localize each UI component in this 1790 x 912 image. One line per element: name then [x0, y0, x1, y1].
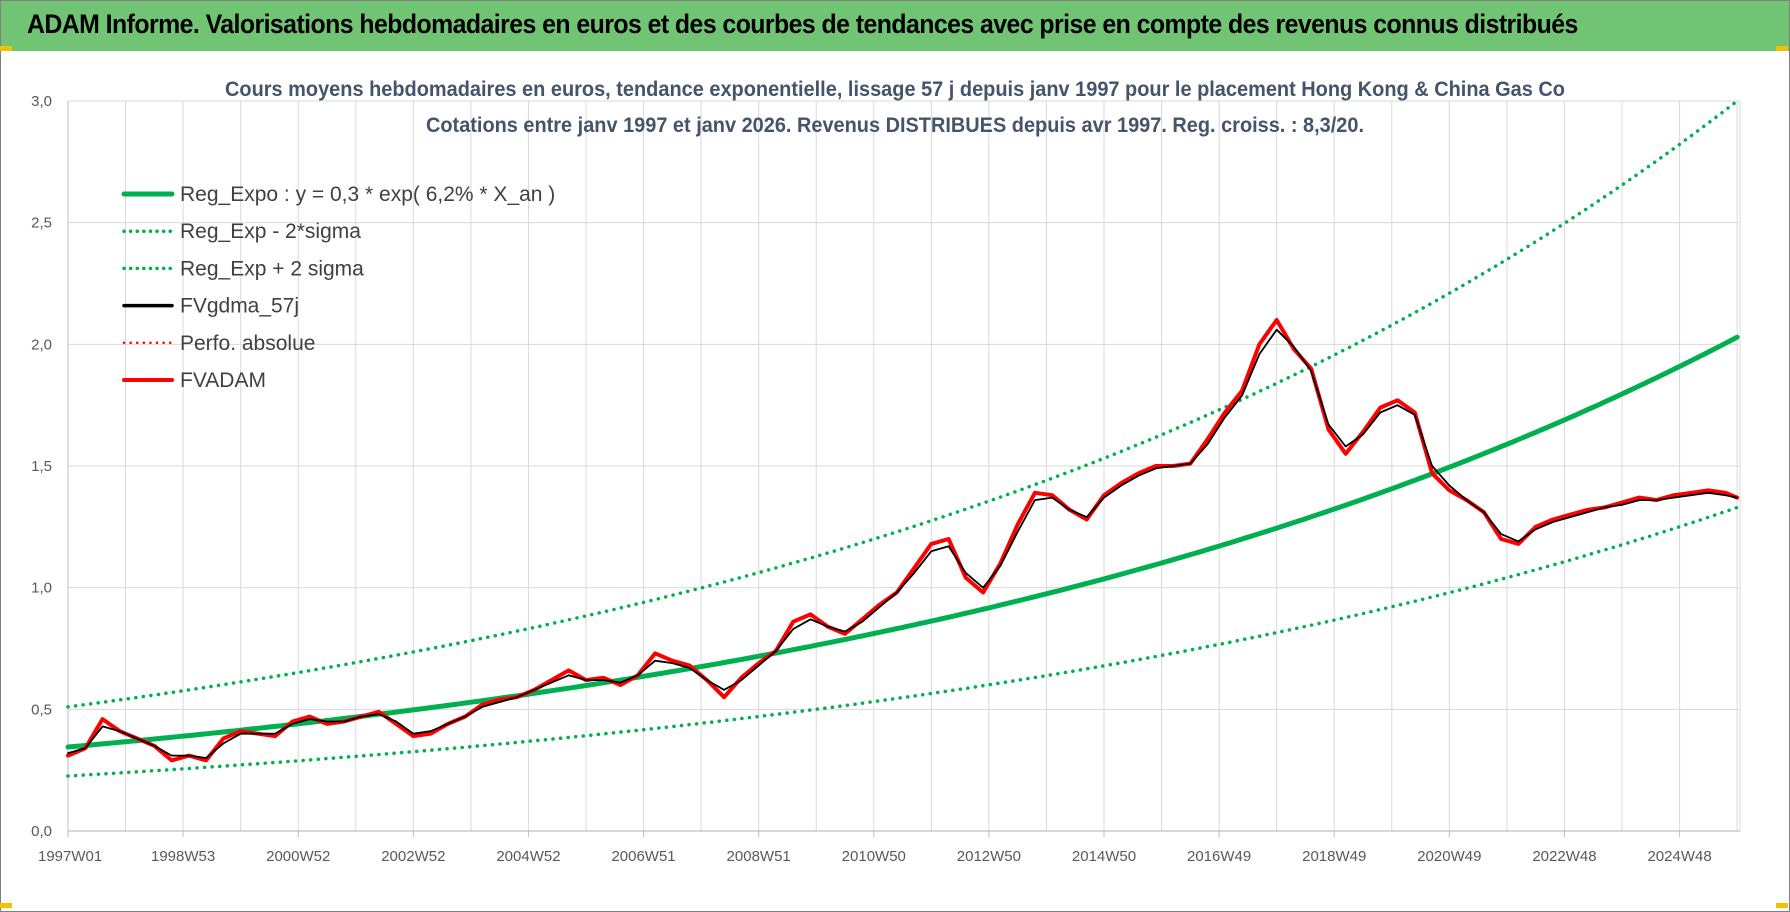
series-fvgdma-57j — [67, 328, 1738, 759]
series-reg-exp-plus-2sigma — [66, 99, 1739, 709]
x-tick-label: 2022W48 — [1532, 848, 1596, 865]
y-tick-label: 1,5 — [31, 458, 52, 475]
y-tick-label: 0,5 — [31, 701, 52, 718]
grid-lines — [68, 100, 1741, 831]
y-tick-label: 3,0 — [31, 93, 52, 110]
x-tick-label: 2006W51 — [611, 848, 675, 865]
corner-accent-bottom-left — [0, 903, 12, 908]
axes — [67, 101, 1740, 832]
y-tick-label: 2,5 — [31, 215, 52, 232]
x-tick-label: 2010W50 — [842, 848, 906, 865]
x-tick-label: 2008W51 — [727, 848, 791, 865]
y-tick-label: 2,0 — [31, 336, 52, 353]
series-fvadam — [66, 318, 1740, 763]
x-tick-label: 2024W48 — [1647, 848, 1711, 865]
x-tick-label: 1998W53 — [151, 848, 215, 865]
legend-label: Perfo. absolue — [180, 332, 315, 355]
legend-label: Reg_Exp + 2 sigma — [180, 257, 364, 280]
y-tick-label: 1,0 — [31, 580, 52, 597]
legend-label: Reg_Expo : y = 0,3 * exp( 6,2% * X_an ) — [180, 183, 555, 206]
x-tick-label: 2020W49 — [1417, 848, 1481, 865]
legend-label: Reg_Exp - 2*sigma — [180, 220, 361, 243]
chart-title-line-1: Cours moyens hebdomadaires en euros, ten… — [225, 78, 1565, 101]
legend: Reg_Expo : y = 0,3 * exp( 6,2% * X_an ) R… — [121, 183, 555, 392]
x-tick-label: 2014W50 — [1072, 848, 1136, 865]
y-axis-ticks: 0,0 0,5 1,0 1,5 2,0 2,5 3,0 — [31, 93, 52, 840]
corner-accent-top-left — [0, 46, 12, 51]
x-tick-label: 2018W49 — [1302, 848, 1366, 865]
x-tick-label: 2002W52 — [381, 848, 445, 865]
header-banner: ADAM Informe. Valorisations hebdomadaire… — [1, 1, 1789, 51]
legend-label: FVgdma_57j — [180, 295, 299, 318]
x-tick-label: 1997W01 — [38, 848, 102, 865]
series-reg-expo — [65, 334, 1740, 750]
x-tick-label: 2004W52 — [496, 848, 560, 865]
x-tick-label: 2016W49 — [1187, 848, 1251, 865]
series-group — [65, 99, 1740, 778]
x-tick-label: 2012W50 — [957, 848, 1021, 865]
corner-accent-top-right — [1776, 46, 1788, 51]
x-tick-label: 2000W52 — [266, 848, 330, 865]
series-reg-exp-minus-2sigma — [66, 505, 1739, 778]
legend-label: FVADAM — [180, 369, 266, 392]
x-axis-ticks: 1997W01 1998W53 2000W52 2002W52 2004W52 2006W… — [38, 831, 1712, 865]
corner-accent-bottom-right — [1776, 903, 1788, 908]
y-tick-label: 0,0 — [31, 823, 52, 840]
chart-title-line-2: Cotations entre janv 1997 et janv 2026. … — [426, 114, 1364, 137]
banner-title: ADAM Informe. Valorisations hebdomadaire… — [27, 9, 1578, 39]
